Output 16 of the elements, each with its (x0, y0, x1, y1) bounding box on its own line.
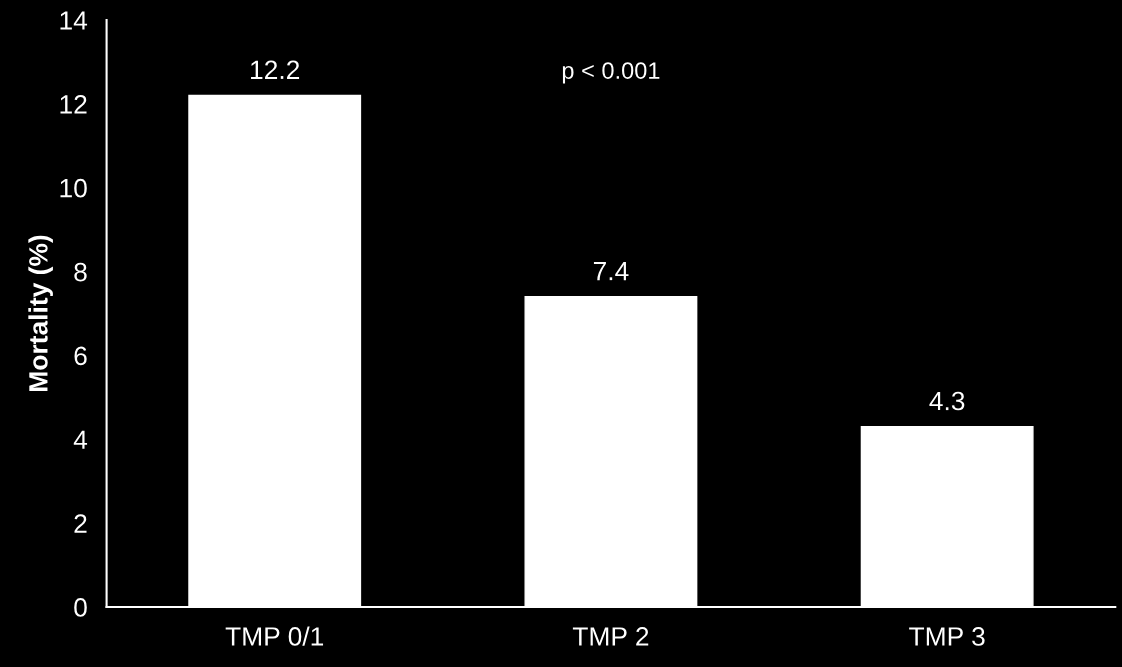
x-tick-label: TMP 3 (909, 627, 985, 646)
x-tick-label: TMP 0/1 (225, 626, 324, 646)
y-tick-label: 12 (60, 95, 87, 114)
y-tick-label: 6 (74, 346, 87, 366)
y-tick-label: 4 (73, 430, 88, 449)
y-tick-label: 2 (74, 514, 87, 533)
data-label: 12.2 (251, 60, 300, 79)
data-label: 7.4 (593, 261, 629, 281)
y-tick-label: 14 (60, 11, 88, 30)
y-tick-label: 8 (74, 262, 87, 282)
annotation: p < 0.001 (562, 62, 660, 84)
x-tick-label: TMP 2 (572, 627, 649, 646)
y-tick-label: 10 (60, 178, 87, 198)
data-label: 4.3 (929, 391, 965, 411)
y-axis-title: Mortality (%) (28, 235, 53, 391)
y-tick-label: 0 (74, 598, 87, 617)
